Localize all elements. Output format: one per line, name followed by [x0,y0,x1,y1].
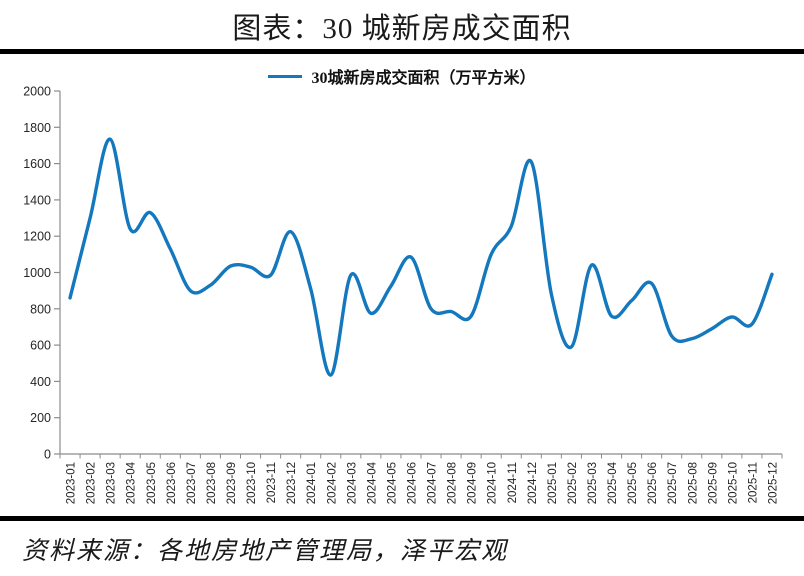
y-tick-label: 1200 [23,230,51,244]
top-rule [0,49,804,54]
legend: 30城新房成交面积（万平方米） [0,64,804,88]
x-tick-label: 2025-04 [607,461,619,504]
x-tick-label: 2025-06 [647,462,659,504]
x-tick-label: 2025-08 [687,462,699,504]
y-tick-label: 1000 [23,266,51,280]
bottom-rule [0,516,804,521]
x-tick-label: 2025-03 [587,462,599,504]
x-axis-labels: 2023-01 2023-02 2023-03 2023-04 2023-05 2023-… [66,461,780,504]
x-tick-label: 2023-08 [206,462,218,504]
x-tick-label: 2023-01 [66,462,78,504]
x-tick-label: 2025-12 [767,462,779,504]
x-tick-label: 2025-11 [747,462,759,503]
x-tick-label: 2023-07 [186,462,198,504]
x-tick-label: 2023-10 [246,462,258,504]
y-tick-label: 1400 [23,193,51,207]
x-tick-label: 2025-10 [727,462,739,504]
x-tick-label: 2024-06 [406,462,418,504]
axes [59,91,782,455]
y-tick-label: 0 [44,448,51,462]
legend-line-swatch [268,74,303,78]
x-tick-label: 2024-01 [306,462,318,504]
x-tick-label: 2025-01 [547,462,559,504]
source-note: 资料来源：各地房地产管理局，泽平宏观 [22,538,509,565]
chart-area: 0 200 400 600 800 1000 1200 1400 1600 1800 2000 202… [0,54,804,516]
y-tick-label: 200 [30,411,51,425]
y-tick-label: 1600 [23,157,51,171]
x-tick-label: 2023-09 [226,462,238,504]
y-axis-labels: 0 200 400 600 800 1000 1200 1400 1600 1800 2000 [23,85,51,462]
x-tick-label: 2023-12 [286,462,298,504]
x-tick-label: 2024-07 [427,462,439,504]
series-line [68,137,774,377]
x-tick-label: 2024-04 [366,461,378,504]
y-tick-label: 400 [30,375,51,389]
x-tick-label: 2023-02 [86,462,98,504]
line-chart: 0 200 400 600 800 1000 1200 1400 1600 1800 2000 202… [23,85,783,504]
x-tick-label: 2025-05 [627,462,639,504]
x-tick-label: 2024-03 [346,462,358,504]
x-tick-label: 2024-12 [527,462,539,504]
x-tick-label: 2025-02 [567,462,579,504]
x-tick-label: 2024-10 [487,462,499,504]
x-tick-label: 2023-06 [166,462,178,504]
x-tick-label: 2023-03 [106,462,118,504]
legend-label: 30城新房成交面积（万平方米） [311,70,536,87]
x-tick-label: 2025-09 [707,462,719,504]
x-tick-label: 2024-02 [326,462,338,504]
x-tick-label: 2023-04 [126,461,138,504]
x-tick-label: 2025-07 [667,462,679,504]
y-tick-label: 2000 [23,85,51,99]
x-tick-label: 2023-05 [146,462,158,504]
y-tick-label: 800 [30,302,51,316]
y-tick-label: 600 [30,339,51,353]
x-tick-label: 2024-08 [447,462,459,504]
x-tick-label: 2024-09 [467,462,479,504]
x-axis-ticks [59,454,783,459]
chart-title: 图表：30 城新房成交面积 [232,13,572,45]
x-tick-label: 2024-05 [386,462,398,504]
x-tick-label: 2023-11 [266,462,278,503]
x-tick-label: 2024-11 [507,462,519,503]
y-axis-ticks [54,90,60,455]
y-tick-label: 1800 [23,121,51,135]
